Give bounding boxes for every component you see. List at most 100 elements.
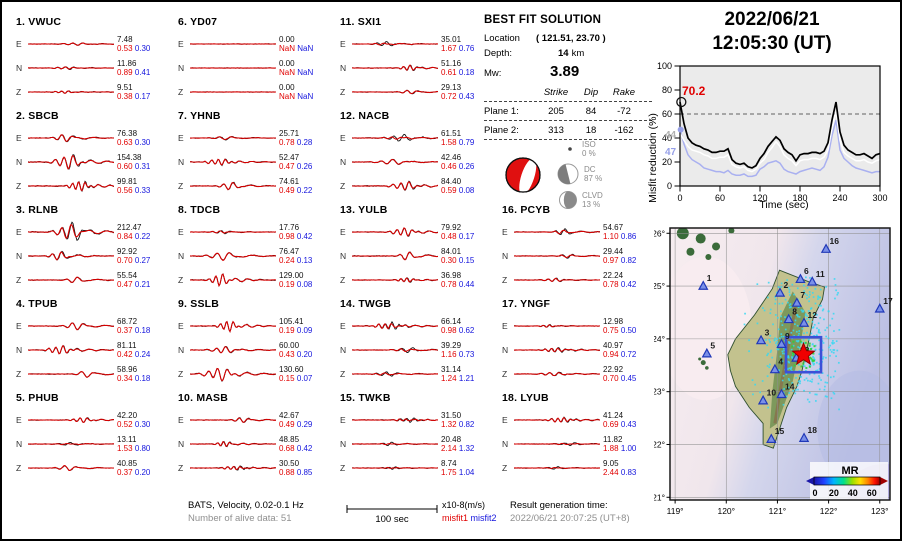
waveform-trace <box>190 181 276 191</box>
station-title: 16. PCYB <box>502 204 551 216</box>
waveform-trace <box>514 323 600 328</box>
channel-row-z: Z 84.40 0.59 0.08 <box>340 174 502 198</box>
channel-row-z: Z 9.51 0.38 0.17 <box>16 80 178 104</box>
amplitude-value: 42.20 <box>117 411 138 420</box>
waveform-trace <box>352 41 438 47</box>
misfit1-value: 0.42 <box>117 350 133 359</box>
result-time-value: 2022/06/21 20:07:25 (UT+8) <box>510 513 630 524</box>
station-title: 2. SBCB <box>16 110 59 122</box>
misfit1-value: 0.38 <box>117 92 133 101</box>
synthetic-trace <box>514 229 600 235</box>
waveform-trace <box>352 251 438 261</box>
channel-label: N <box>178 63 185 73</box>
channel-label: Z <box>502 369 508 379</box>
plane2-row: Plane 2: 313 18 -162 <box>484 124 634 136</box>
channel-values: 99.81 0.56 0.33 <box>114 177 175 195</box>
map-station-marker-7 <box>791 297 803 307</box>
misfit1-value: 1.53 <box>117 444 133 453</box>
channel-row-e: E 35.01 1.67 0.76 <box>340 32 502 56</box>
channel-row-n: N 154.38 0.60 0.31 <box>16 150 178 174</box>
misfit-y-axis-label: Misfit reduction (%) <box>647 113 659 203</box>
waveform-trace <box>190 273 276 287</box>
misfit2-value: 0.07 <box>296 374 313 383</box>
misfit1-value: 0.61 <box>441 68 457 77</box>
station-block-rlnb: 3. RLNB E 212.47 0.84 0.22 N 92.92 0.70 0.27 Z 5… <box>16 204 178 298</box>
channel-values: 92.92 0.70 0.27 <box>114 247 175 265</box>
amplitude-value: 48.85 <box>279 435 300 444</box>
channel-values: 130.60 0.15 0.07 <box>276 365 337 383</box>
amplitude-value: 17.76 <box>279 223 300 232</box>
misfit2-value: 0.50 <box>620 326 637 335</box>
synthetic-trace <box>28 251 114 261</box>
channel-label: E <box>340 39 346 49</box>
misfit1-value: 0.59 <box>441 186 457 195</box>
depth-unit: km <box>571 48 585 59</box>
amplitude-value: 81.11 <box>117 341 137 350</box>
misfit1-value: 0.56 <box>117 186 133 195</box>
amplitude-value: 22.24 <box>603 271 624 280</box>
waveform-trace <box>28 90 114 94</box>
amplitude-value: 54.67 <box>603 223 624 232</box>
synthetic-trace <box>190 320 276 333</box>
channel-row-z: Z 9.05 2.44 0.83 <box>502 456 664 480</box>
misfit1-value: 0.70 <box>603 374 619 383</box>
station-block-twgb: 14. TWGB E 66.14 0.98 0.62 N 39.29 1.16 0.73 Z 3… <box>340 298 502 392</box>
channel-values: 212.47 0.84 0.22 <box>114 223 175 241</box>
map-station-number: 1 <box>707 273 712 283</box>
misfit2-value: 0.30 <box>134 138 151 147</box>
channel-label: Z <box>340 369 346 379</box>
station-block-sxi1: 11. SXI1 E 35.01 1.67 0.76 N 51.16 0.61 0.18 Z 2… <box>340 16 502 110</box>
waveform-trace <box>352 466 438 470</box>
channel-row-n: N 76.47 0.24 0.13 <box>178 244 340 268</box>
channel-row-n: N 11.82 1.88 1.00 <box>502 432 664 456</box>
map-station-marker-17 <box>874 303 885 313</box>
channel-label: N <box>340 63 347 73</box>
channel-row-e: E 0.00 NaN NaN <box>178 32 340 56</box>
map-station-marker-6 <box>795 273 806 284</box>
misfit2-value: 0.31 <box>134 162 151 171</box>
channel-label: E <box>502 227 508 237</box>
waveform-trace <box>28 371 114 378</box>
channel-label: Z <box>16 181 22 191</box>
channel-label: N <box>178 345 185 355</box>
misfit1-value: 0.47 <box>279 162 295 171</box>
misfit1-value: 0.24 <box>279 256 295 265</box>
synthetic-trace <box>352 64 438 71</box>
misfit2-value: 0.42 <box>296 232 313 241</box>
misfit1-value: 0.78 <box>441 280 457 289</box>
channel-label: N <box>340 345 347 355</box>
station-title: 10. MASB <box>178 392 229 404</box>
channel-label: Z <box>178 181 184 191</box>
map-station-number: 12 <box>808 310 818 320</box>
channel-row-z: Z 40.85 0.37 0.20 <box>16 456 178 480</box>
col-dip: Dip <box>583 86 599 98</box>
map-station-marker-10 <box>757 394 769 405</box>
channel-label: E <box>16 227 22 237</box>
misfit2-value: 0.27 <box>134 256 151 265</box>
channel-row-n: N 51.16 0.61 0.18 <box>340 56 502 80</box>
channel-label: N <box>340 157 347 167</box>
amplitude-value: 84.40 <box>441 177 462 186</box>
synthetic-trace <box>190 346 276 354</box>
channel-label: Z <box>340 275 346 285</box>
map-station-marker-15 <box>766 433 777 443</box>
waveform-trace <box>514 347 600 354</box>
amplitude-value: 58.96 <box>117 365 138 374</box>
channel-values: 40.97 0.94 0.72 <box>600 341 661 359</box>
station-block-twkb: 15. TWKB E 31.50 1.32 0.82 N 20.48 2.14 1.32 Z 8… <box>340 392 502 486</box>
waveform-trace <box>28 42 114 46</box>
station-title: 3. RLNB <box>16 204 59 216</box>
channel-values: 42.67 0.49 0.29 <box>276 411 337 429</box>
map-station-marker-4 <box>769 363 781 374</box>
synthetic-trace <box>352 277 438 283</box>
channel-row-n: N 0.00 NaN NaN <box>178 56 340 80</box>
channel-label: N <box>502 345 509 355</box>
misfit2-value: 0.18 <box>134 374 151 383</box>
channel-values: 52.47 0.47 0.26 <box>276 153 337 171</box>
station-title: 9. SSLB <box>178 298 220 310</box>
channel-label: Z <box>340 87 346 97</box>
synthetic-trace <box>352 158 438 165</box>
amplitude-value: 92.92 <box>117 247 138 256</box>
channel-row-n: N 81.11 0.42 0.24 <box>16 338 178 362</box>
waveform-trace <box>28 250 114 261</box>
